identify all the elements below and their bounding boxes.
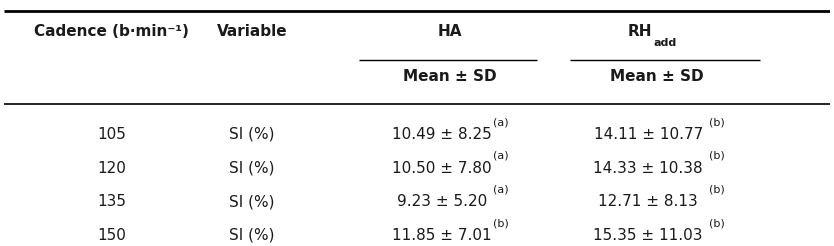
Text: (a): (a) xyxy=(494,184,509,194)
Text: (b): (b) xyxy=(709,151,725,161)
Text: 15.35 ± 11.03: 15.35 ± 11.03 xyxy=(594,228,703,243)
Text: 150: 150 xyxy=(97,228,126,243)
Text: SI (%): SI (%) xyxy=(229,228,274,243)
Text: Variable: Variable xyxy=(217,24,287,39)
Text: (b): (b) xyxy=(494,218,509,228)
Text: (a): (a) xyxy=(494,151,509,161)
Text: 14.11 ± 10.77: 14.11 ± 10.77 xyxy=(594,127,703,142)
Text: 105: 105 xyxy=(97,127,126,142)
Text: (b): (b) xyxy=(709,184,725,194)
Text: Mean ± SD: Mean ± SD xyxy=(403,68,497,83)
Text: 11.85 ± 7.01: 11.85 ± 7.01 xyxy=(392,228,491,243)
Text: 14.33 ± 10.38: 14.33 ± 10.38 xyxy=(593,161,703,176)
Text: 12.71 ± 8.13: 12.71 ± 8.13 xyxy=(598,194,698,209)
Text: (b): (b) xyxy=(709,117,725,127)
Text: RH: RH xyxy=(628,24,652,39)
Text: 10.50 ± 7.80: 10.50 ± 7.80 xyxy=(392,161,491,176)
Text: Mean ± SD: Mean ± SD xyxy=(610,68,703,83)
Text: SI (%): SI (%) xyxy=(229,127,274,142)
Text: 135: 135 xyxy=(97,194,126,209)
Text: SI (%): SI (%) xyxy=(229,194,274,209)
Text: (a): (a) xyxy=(494,117,509,127)
Text: add: add xyxy=(654,38,677,48)
Text: (b): (b) xyxy=(709,218,725,228)
Text: 9.23 ± 5.20: 9.23 ± 5.20 xyxy=(397,194,487,209)
Text: 120: 120 xyxy=(97,161,126,176)
Text: SI (%): SI (%) xyxy=(229,161,274,176)
Text: HA: HA xyxy=(438,24,462,39)
Text: 10.49 ± 8.25: 10.49 ± 8.25 xyxy=(392,127,492,142)
Text: Cadence (b·min⁻¹): Cadence (b·min⁻¹) xyxy=(34,24,189,39)
